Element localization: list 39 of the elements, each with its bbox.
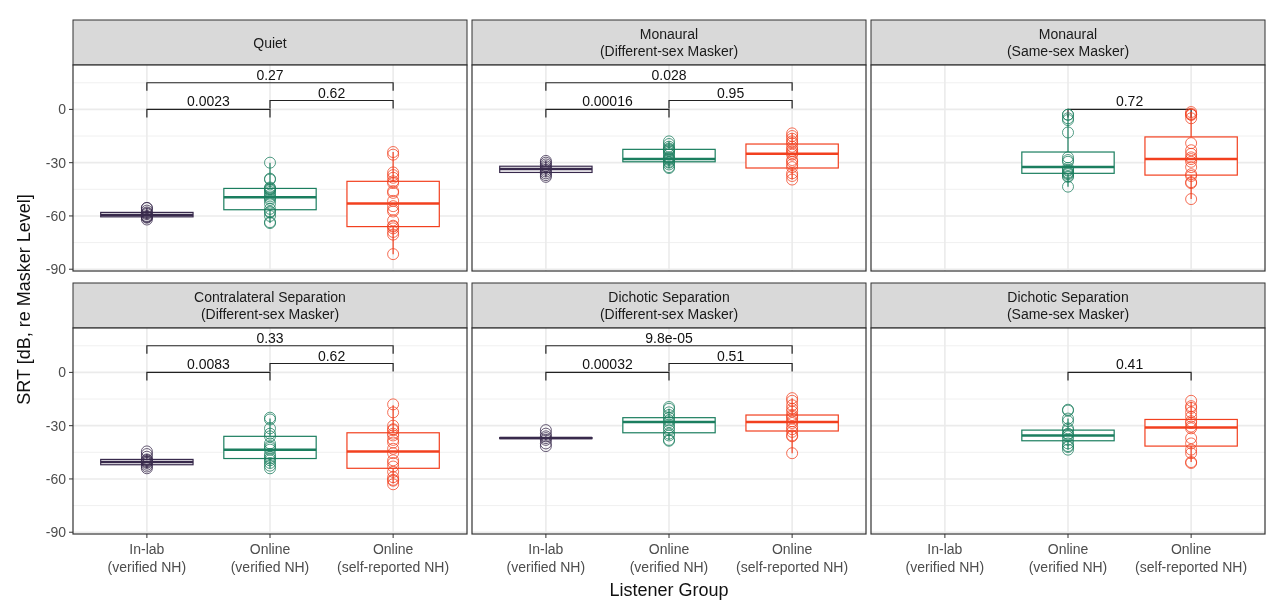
annotation: 0.028 (651, 66, 687, 83)
annotation: 0.00032 (582, 356, 633, 373)
annotation: 0.62 (317, 84, 346, 101)
annotation: 0.41 (1115, 356, 1144, 373)
y-tick-label: 0 (58, 101, 67, 118)
chart-title: Monaural (Same-sex Masker) (1006, 26, 1130, 59)
chart-title: Monaural (Different-sex Masker) (599, 26, 739, 59)
annotation: 0.00016 (582, 93, 633, 110)
x-tick-label: In-lab (verified NH) (107, 541, 187, 575)
annotation: 0.27 (256, 66, 284, 83)
x-tick-label: Online (verified NH) (1028, 541, 1108, 575)
annotation: 0.0083 (187, 356, 231, 373)
x-axis-title: Listener Group (609, 580, 729, 600)
annotation: 9.8e-05 (645, 329, 693, 346)
chart-title: Contralateral Separation (Different-sex Masker) (194, 289, 346, 322)
y-tick-label: -60 (45, 470, 67, 487)
annotation: 0.51 (716, 347, 745, 364)
chart-title: Dichotic Separation (Different-sex Masker) (599, 289, 739, 322)
y-tick-label: -90 (45, 524, 67, 541)
x-tick-label: Online (verified NH) (629, 541, 709, 575)
annotation: 0.62 (317, 347, 346, 364)
y-tick-label: -90 (45, 261, 67, 278)
y-tick-label: -60 (45, 207, 67, 224)
x-tick-label: Online (self-reported NH) (1135, 541, 1248, 575)
x-tick-label: Online (self-reported NH) (337, 541, 450, 575)
y-tick-label: -30 (45, 154, 67, 171)
annotation: 0.0023 (187, 93, 231, 110)
x-tick-label: In-lab (verified NH) (905, 541, 985, 575)
x-tick-label: In-lab (verified NH) (506, 541, 586, 575)
y-tick-label: 0 (58, 364, 67, 381)
annotation: 0.95 (716, 84, 745, 101)
x-tick-label: Online (verified NH) (230, 541, 310, 575)
x-tick-label: Online (self-reported NH) (736, 541, 849, 575)
annotation: 0.72 (1115, 93, 1144, 110)
y-axis-title: SRT [dB, re Masker Level] (14, 194, 34, 405)
chart-title: Dichotic Separation (Same-sex Masker) (1006, 289, 1130, 322)
chart-title: Quiet (253, 34, 287, 51)
annotation: 0.33 (256, 329, 284, 346)
y-tick-label: -30 (45, 417, 67, 434)
